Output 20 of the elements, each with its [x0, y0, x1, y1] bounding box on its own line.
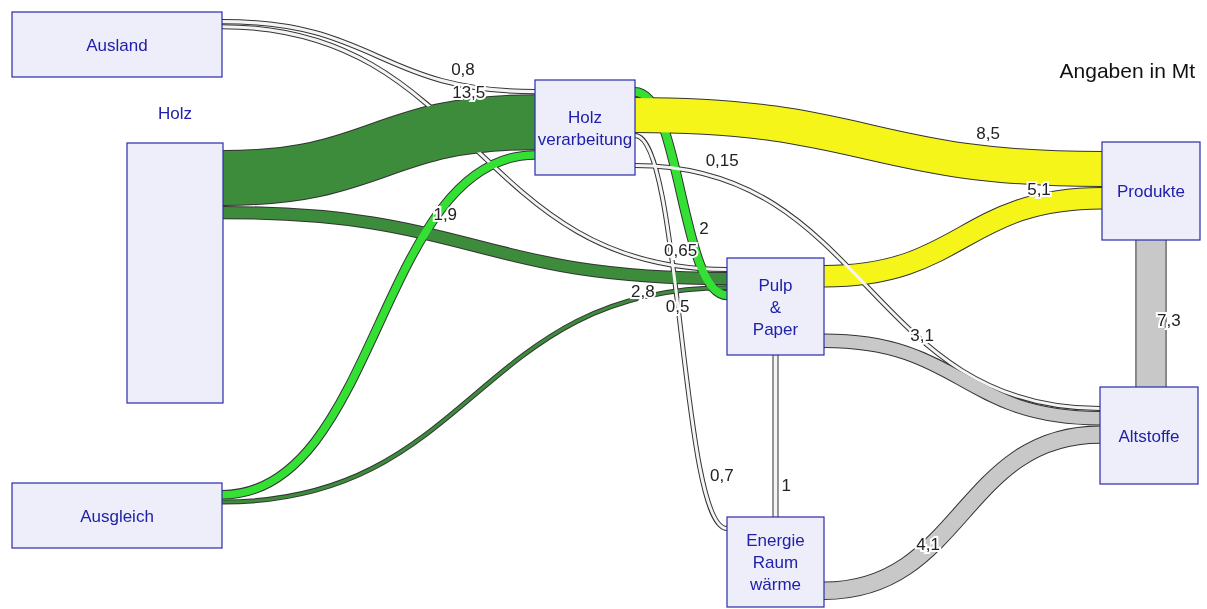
data-label: 0,8 [451, 59, 475, 79]
data-label: 2 [699, 219, 709, 239]
category-label: Altstoffe [1118, 426, 1180, 446]
data-label: 8,5 [976, 124, 1000, 144]
data-label: 0,5 [665, 296, 690, 316]
category-label: Ausland [86, 35, 148, 55]
data-label: 1 [781, 475, 791, 495]
data-label: 5,1 [1027, 179, 1051, 199]
category-label: Ausgleich [80, 506, 154, 526]
data-label: 4,1 [916, 535, 940, 555]
data-label: 13,5 [452, 83, 486, 103]
data-label: 0,15 [705, 151, 739, 171]
text: Angaben in Mt [1059, 59, 1196, 82]
category-label: Produkte [1116, 182, 1186, 201]
category-label: Holz verarbeitung [537, 107, 633, 149]
category-label: Energie Raum wärme [746, 531, 805, 594]
data-label: 0,7 [710, 465, 734, 485]
category-label: Pulp & Paper [752, 275, 799, 339]
category-label: Holz [157, 104, 193, 123]
data-label: 7,3 [1157, 311, 1181, 331]
